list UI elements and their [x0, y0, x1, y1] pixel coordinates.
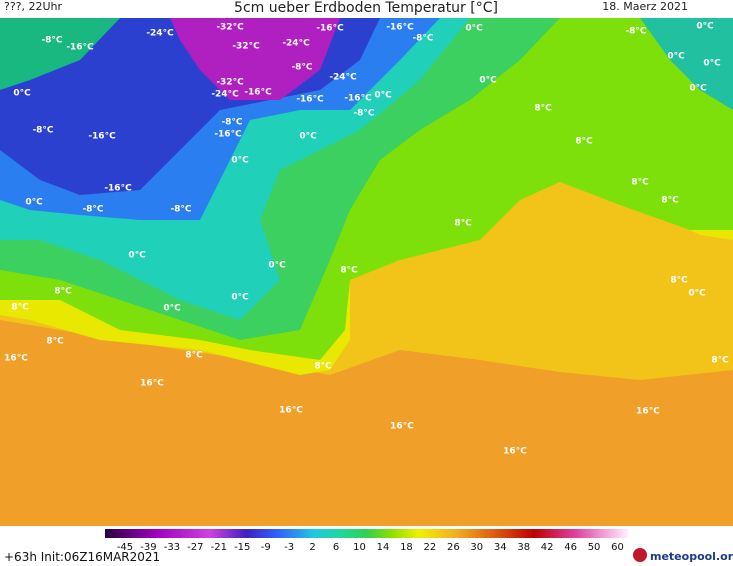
colorbar-tick-label: 2	[309, 542, 315, 553]
contour-label: -24°C	[282, 39, 310, 49]
colorbar-tick-label: 22	[424, 542, 437, 553]
colorbar-tick-label: 10	[353, 542, 366, 553]
contour-label: 16°C	[279, 406, 303, 416]
header-date: 18. Maerz 2021	[602, 0, 688, 13]
footer-run: +63h Init:06Z16MAR2021	[4, 550, 160, 564]
colorbar-tick-label: -45	[117, 542, 133, 553]
colorbar-tick-label: -27	[187, 542, 203, 553]
colorbar-tick-label: 42	[541, 542, 554, 553]
colorbar-tick-label: -15	[234, 542, 250, 553]
contour-label: 0°C	[163, 304, 181, 314]
colorbar-tick-label: 60	[611, 542, 624, 553]
contour-label: 0°C	[13, 89, 31, 99]
colorbar-tick-label: 18	[400, 542, 413, 553]
colorbar-tick-label: -33	[164, 542, 180, 553]
contour-label: 8°C	[711, 356, 729, 366]
contour-label: -16°C	[296, 95, 324, 105]
contour-label: 0°C	[696, 22, 714, 32]
contour-label: -16°C	[88, 132, 116, 142]
contour-label: 0°C	[268, 261, 286, 271]
contour-label: 0°C	[128, 251, 146, 261]
contour-label: 16°C	[4, 354, 28, 364]
colorbar-tick-label: -9	[261, 542, 271, 553]
contour-label: -8°C	[353, 109, 374, 119]
contour-label: 8°C	[340, 266, 358, 276]
footer-logo[interactable]: meteopool.org	[650, 550, 733, 563]
contour-label: -8°C	[291, 63, 312, 73]
colorbar-tick-label: -3	[284, 542, 294, 553]
zone-west	[0, 18, 120, 90]
contour-label: -32°C	[232, 42, 260, 52]
contour-label: -24°C	[329, 73, 357, 83]
colorbar-tick-label: 6	[333, 542, 339, 553]
contour-label: -32°C	[216, 78, 244, 88]
map	[0, 18, 733, 526]
contour-label: -8°C	[32, 126, 53, 136]
contour-label: -24°C	[211, 90, 239, 100]
contour-label: 8°C	[54, 287, 72, 297]
colorbar-tick-label: -21	[211, 542, 227, 553]
contour-label: -8°C	[41, 36, 62, 46]
contour-label: -16°C	[244, 88, 272, 98]
contour-label: 0°C	[689, 84, 707, 94]
colorbar-tick-label: 14	[377, 542, 390, 553]
contour-label: -8°C	[625, 27, 646, 37]
contour-label: 0°C	[374, 91, 392, 101]
contour-label: 0°C	[479, 76, 497, 86]
contour-label: -16°C	[66, 43, 94, 53]
contour-label: 8°C	[185, 351, 203, 361]
colorbar	[105, 529, 628, 538]
zone-northeast	[640, 18, 733, 110]
colorbar-tick-label: 30	[470, 542, 483, 553]
header-left: ???, 22Uhr	[4, 0, 63, 13]
contour-label: 8°C	[670, 276, 688, 286]
colorbar-tick-label: 34	[494, 542, 507, 553]
contour-label: 0°C	[667, 52, 685, 62]
contour-label: 8°C	[11, 303, 29, 313]
colorbar-tick-label: 38	[517, 542, 530, 553]
contour-label: 8°C	[575, 137, 593, 147]
colorbar-tick-label: 46	[564, 542, 577, 553]
contour-label: -8°C	[412, 34, 433, 44]
contour-label: -16°C	[316, 24, 344, 34]
contour-label: -8°C	[82, 205, 103, 215]
contour-label: 0°C	[703, 59, 721, 69]
contour-label: 0°C	[231, 156, 249, 166]
contour-label: -16°C	[214, 130, 242, 140]
zone-purple	[170, 18, 340, 100]
contour-label: 16°C	[140, 379, 164, 389]
header-title: 5cm ueber Erdboden Temperatur [°C]	[234, 0, 498, 16]
header-bar	[0, 0, 733, 18]
contour-label: -16°C	[386, 23, 414, 33]
contour-label: -16°C	[104, 184, 132, 194]
contour-label: 0°C	[231, 293, 249, 303]
contour-label: 16°C	[390, 422, 414, 432]
contour-label: 8°C	[534, 104, 552, 114]
contour-label: 16°C	[636, 407, 660, 417]
contour-label: -24°C	[146, 29, 174, 39]
contour-label: 8°C	[46, 337, 64, 347]
colorbar-tick-label: 26	[447, 542, 460, 553]
colorbar-tick-label: -39	[140, 542, 156, 553]
contour-label: 8°C	[661, 196, 679, 206]
colorbar-tick-label: 50	[588, 542, 601, 553]
contour-label: 0°C	[299, 132, 317, 142]
contour-label: 0°C	[688, 289, 706, 299]
logo-icon	[633, 548, 647, 562]
contour-label: -16°C	[344, 94, 372, 104]
contour-label: 0°C	[465, 24, 483, 34]
contour-label: 16°C	[503, 447, 527, 457]
contour-label: 8°C	[314, 362, 332, 372]
contour-label: -8°C	[170, 205, 191, 215]
contour-label: -32°C	[216, 23, 244, 33]
contour-label: -8°C	[221, 118, 242, 128]
contour-label: 8°C	[454, 219, 472, 229]
contour-label: 8°C	[631, 178, 649, 188]
contour-label: 0°C	[25, 198, 43, 208]
